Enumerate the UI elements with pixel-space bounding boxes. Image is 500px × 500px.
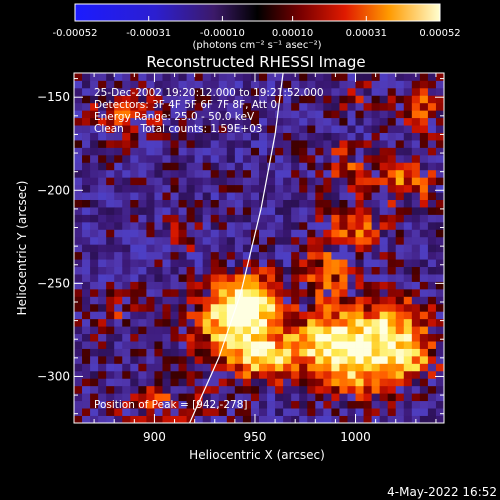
y-tick-label: −200 [37,183,70,197]
x-axis-label: Heliocentric X (arcsec) [189,448,325,462]
annotation-block: 25-Dec-2002 19:20:12.000 to 19:21:52.000… [94,87,324,135]
chart-title: Reconstructed RHESSI Image [146,53,365,71]
y-tick-label: −300 [37,369,70,383]
x-tick-label: 900 [143,430,166,444]
y-tick-label: −150 [37,90,70,104]
colorbar-tick-label: -0.00052 [53,28,98,39]
colorbar-tick-label: 0.00052 [419,28,460,39]
footer-date: 4-May-2022 16:52 [387,485,497,499]
colorbar-ticks: -0.00052 -0.00031 -0.00010 0.00010 0.00031 0.… [53,16,461,39]
plot-frame [73,72,445,424]
y-axis-ticks: −150 −200 −250 −300 [37,78,444,415]
colorbar-tick-label: 0.00010 [272,28,313,39]
colorbar-tick-label: -0.00010 [200,28,245,39]
annotation-energy: Energy Range: 25.0 - 50.0 keV [94,111,255,123]
x-tick-label: 1000 [340,430,371,444]
x-tick-label: 950 [244,430,267,444]
colorbar: -0.00052 -0.00031 -0.00010 0.00010 0.00031 0.… [53,3,461,51]
annotation-time-range: 25-Dec-2002 19:20:12.000 to 19:21:52.000 [94,87,324,99]
colorbar-tick-label: -0.00031 [126,28,171,39]
annotation-detectors: Detectors: 3F 4F 5F 6F 7F 8F, Att 0 [94,99,277,111]
colorbar-unit-label: (photons cm⁻² s⁻¹ asec⁻²) [192,40,321,51]
x-axis-ticks: 900 950 1000 [73,73,437,444]
y-axis-label: Heliocentric Y (arcsec) [15,181,29,316]
annotation-peak-position: Position of Peak = [942,-278] [94,399,248,411]
colorbar-gradient [74,3,441,22]
y-tick-label: −250 [37,276,70,290]
colorbar-tick-label: 0.00031 [346,28,387,39]
solar-limb-line [189,73,284,423]
annotation-method: Clean Total counts: 1.59E+03 [94,123,263,135]
